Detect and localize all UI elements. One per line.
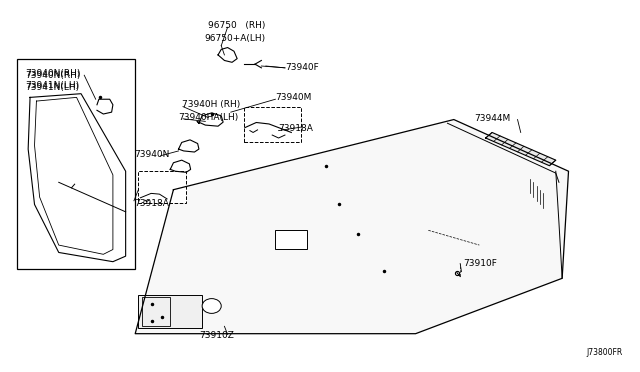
Bar — [275, 230, 307, 249]
Text: J73800FR: J73800FR — [586, 347, 623, 357]
Text: 73940N(RH): 73940N(RH) — [26, 71, 81, 80]
Bar — [244, 107, 301, 142]
Polygon shape — [135, 119, 568, 334]
Bar — [141, 297, 170, 326]
Text: 73940F: 73940F — [285, 63, 319, 72]
Text: 96750+A(LH): 96750+A(LH) — [204, 34, 265, 43]
Text: 96750   (RH): 96750 (RH) — [209, 21, 266, 30]
Text: 73944M: 73944M — [474, 114, 511, 123]
Text: 73940N(RH): 73940N(RH) — [26, 68, 81, 77]
Text: 73941N(LH): 73941N(LH) — [26, 81, 80, 90]
Ellipse shape — [202, 299, 221, 313]
Polygon shape — [486, 132, 556, 166]
Text: 73941N(LH): 73941N(LH) — [26, 83, 80, 92]
Bar — [138, 171, 186, 203]
Text: 73940H (RH): 73940H (RH) — [182, 100, 240, 109]
Text: 73910F: 73910F — [463, 259, 497, 268]
Bar — [17, 59, 135, 269]
Text: 73940N: 73940N — [134, 150, 170, 159]
Text: 73910Z: 73910Z — [199, 331, 234, 340]
Bar — [138, 295, 202, 328]
Text: 73940HA(LH): 73940HA(LH) — [179, 113, 239, 122]
Text: 73918A: 73918A — [134, 199, 169, 208]
Text: 73940M: 73940M — [275, 93, 312, 102]
Text: 73918A: 73918A — [278, 124, 314, 133]
